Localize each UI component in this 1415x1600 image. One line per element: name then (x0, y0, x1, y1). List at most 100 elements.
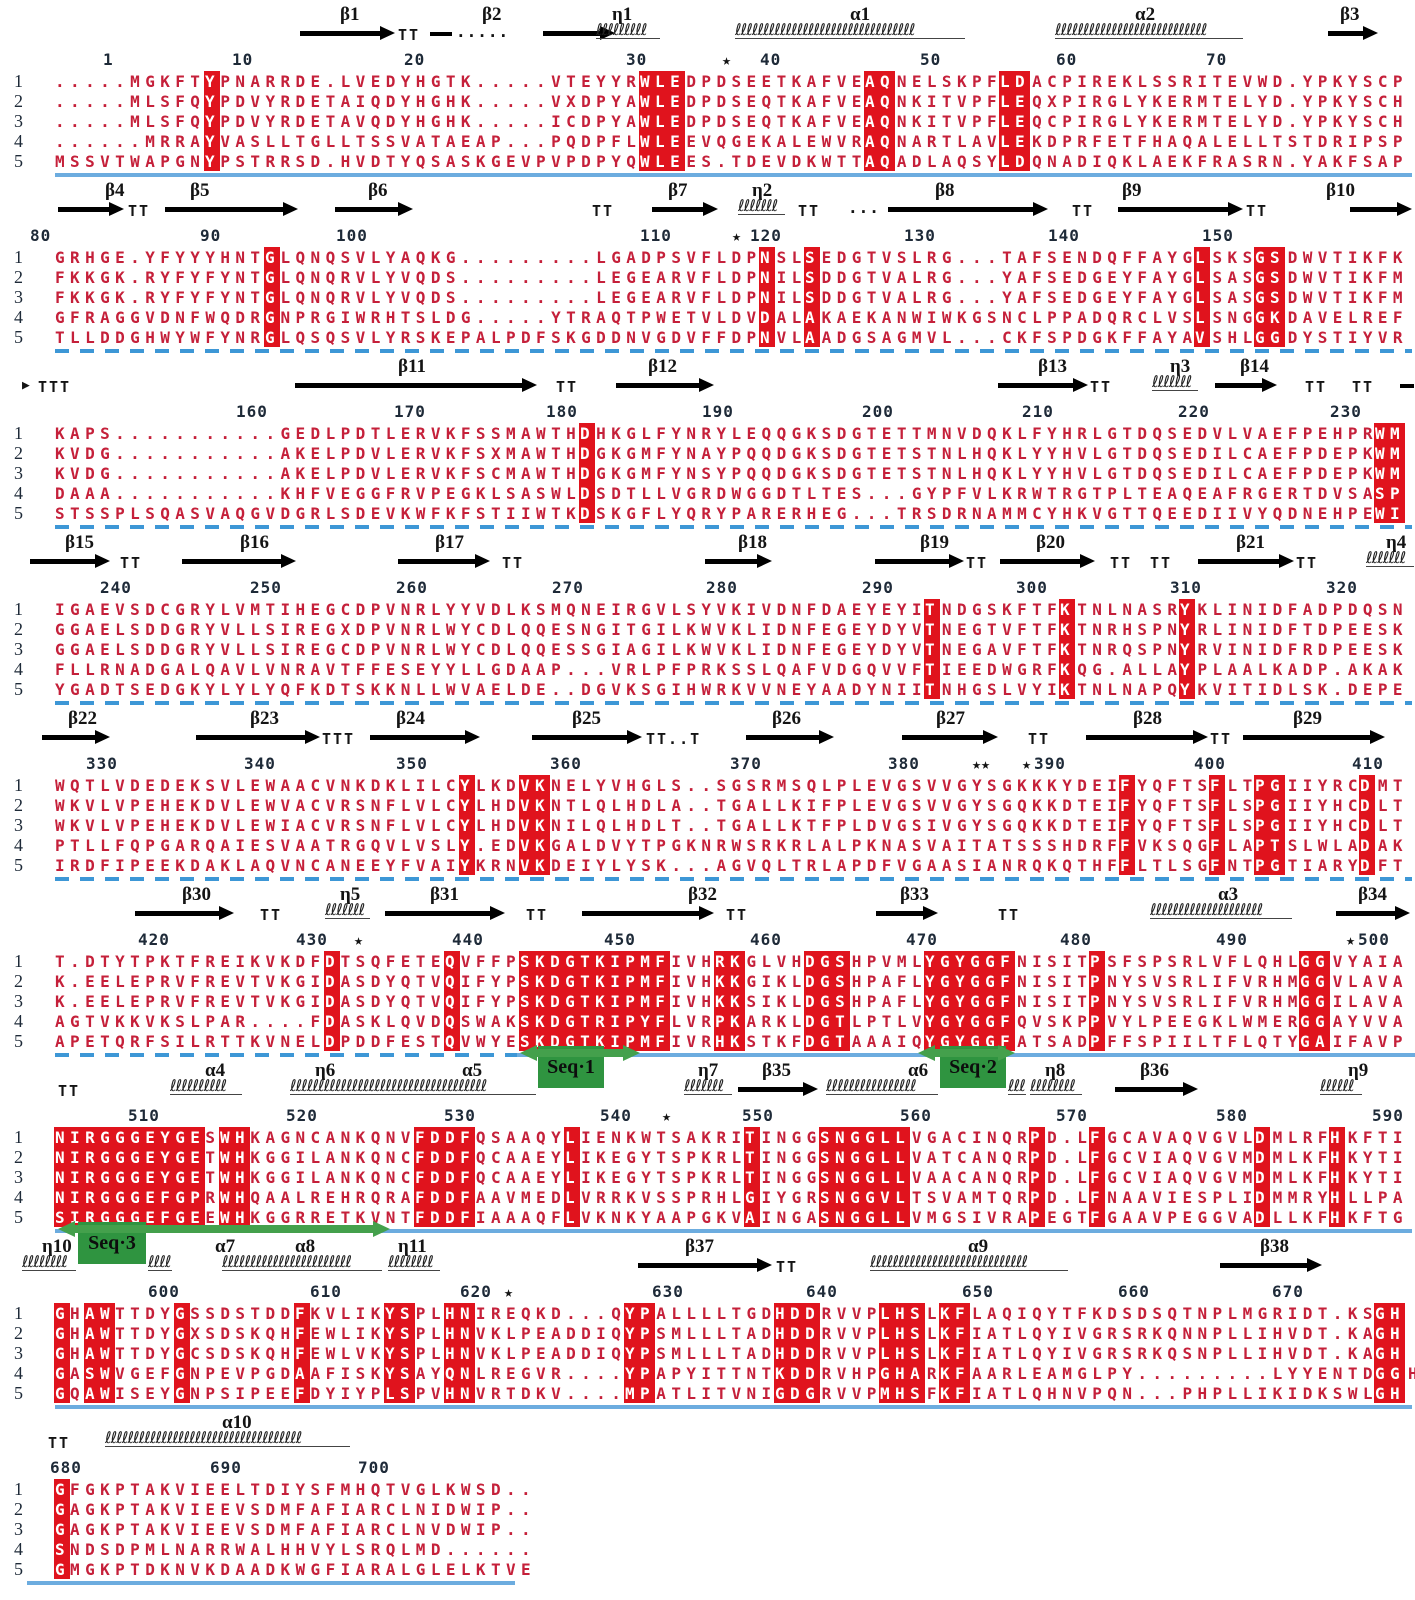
sequence-text: WKVLVPEHEKDVLEWIACVRSNFLVLC LHD NILQLHDL… (55, 816, 1408, 835)
conserved-residues: VK (520, 836, 551, 855)
conserved-column-band (939, 1303, 970, 1403)
beta-strand-arrowhead (1395, 906, 1410, 920)
sequence-row: 2 .....MLSFQ PDVYRDETAIQDYHGHK.....VXDPYA… (0, 91, 1415, 111)
sequence-row-label: 3 (14, 111, 23, 131)
ruler-number: 360 (550, 754, 582, 773)
ruler-number: 670 (1272, 1282, 1304, 1301)
conserved-column-band (414, 1127, 475, 1227)
sequence-row: 5 E KGGRRETKVNT IAAAQF VKNKYAAPGKV INGA … (0, 1207, 1415, 1227)
helix-coil: ℓℓℓℓℓℓℓℓℓℓℓℓℓℓℓℓℓℓℓℓℓℓℓℓℓℓℓℓ (870, 1253, 1068, 1271)
beta-strand-arrowhead (283, 202, 298, 216)
sequence-row: 1 .....MGKFT PNARRDE.LVEDYHGTK.....VTEYYR… (0, 71, 1415, 91)
conserved-column-band (54, 1303, 70, 1403)
sequence-row-label: 2 (14, 619, 23, 639)
conserved-residues: G (265, 248, 281, 267)
sequence-text: AGKPTAKVIEEVSDMFAFIARCLNVDWIP.. (55, 1520, 537, 1539)
conserved-residues: D (1255, 1148, 1271, 1167)
sequence-row: 3 T KGGILANKQNC QCAAEY IKEGYTSPKRL INGG … (0, 1167, 1415, 1187)
ruler-number: 620 (460, 1282, 492, 1301)
ss-label: α5 (462, 1060, 483, 1081)
ruler-star-icon: ★ (354, 931, 364, 949)
conserved-residues: G (265, 288, 281, 307)
conserved-residues: HDD (775, 1344, 821, 1363)
conserved-residues: F (1090, 1128, 1106, 1147)
conserved-residues: K (1060, 600, 1076, 619)
ruler-number: 80 (30, 226, 52, 245)
ss-label: β20 (1036, 532, 1066, 553)
beta-strand-arrow (738, 1087, 805, 1092)
block-separator (0, 699, 1415, 708)
sequence-row-label: 3 (14, 815, 23, 835)
ss-label: η8 (1045, 1060, 1066, 1081)
ruler-number: 490 (1216, 930, 1248, 949)
sequence-row: 1 IGAEVSDCGRYLVMTIHEGCDPVNRLYYVDLKSMQNEIR… (0, 599, 1415, 619)
conserved-residues: AW (85, 1324, 116, 1343)
sequence-text: APETQRFSILRTTKVNEL PDDFEST VWYE IVR STKF… (55, 1032, 1408, 1051)
conserved-residues: GS (1255, 248, 1286, 267)
green-seq-range-arrow (534, 1049, 626, 1057)
helix-coil: ℓℓℓℓℓℓℓℓℓℓℓℓℓℓℓℓℓℓℓℓℓℓℓℓℓℓℓℓℓℓℓℓ (735, 21, 965, 39)
strand-start-icon: ▶ (22, 378, 30, 393)
sequence-row-label: 1 (14, 775, 23, 795)
conserved-residues: A (295, 1364, 311, 1383)
sequence-text: T KGGILANKQNC QCAAEY IKEGYTSPKRL INGG VA… (55, 1148, 1408, 1167)
ss-label: β38 (1260, 1236, 1290, 1257)
ruler-number: 700 (358, 1458, 390, 1477)
conserved-column-band (1209, 775, 1225, 875)
ruler-number: 590 (1372, 1106, 1404, 1125)
conserved-residues: YS (385, 1324, 416, 1343)
conserved-residues: G (745, 1188, 761, 1207)
beta-strand-arrowhead (380, 26, 395, 40)
ruler-number: 690 (210, 1458, 242, 1477)
residue-ruler: 600 610 620 ★ 630 640 650 660 670 (0, 1282, 1415, 1303)
conserved-residues: Y (460, 796, 476, 815)
sequence-rows: 1 KAPS...........GEDLPDTLERVKFSSMAWTH HKG… (0, 423, 1415, 523)
sequence-row: 5 YGADTSEDGKYLYLYQFKDTSKKNLLWVAELDE..DGVK… (0, 679, 1415, 699)
conserved-column-band (1119, 775, 1135, 875)
ruler-number: 20 (404, 50, 426, 69)
beta-strand-arrowhead (219, 906, 234, 920)
ss-label: β11 (398, 356, 426, 377)
sequence-row-label: 4 (14, 131, 23, 151)
block-separator (0, 1051, 1415, 1060)
helix-coil: ℓℓℓℓℓℓ (1320, 1077, 1362, 1095)
beta-strand-arrow (30, 559, 97, 564)
beta-strand-arrow (888, 207, 1035, 212)
ss-label: β27 (936, 708, 966, 729)
ruler-number: 420 (138, 930, 170, 949)
separator-line (27, 1581, 515, 1585)
conserved-residues: Y (205, 92, 221, 111)
turn-tt-label: TTT (38, 378, 72, 396)
helix-coil: ℓℓℓℓℓℓℓℓℓℓℓℓℓℓℓℓℓℓℓℓ (1150, 901, 1292, 919)
sequence-row-label: 4 (14, 1011, 23, 1031)
conserved-residues: DGT (805, 1012, 851, 1031)
conserved-residues: K (1060, 680, 1076, 699)
ss-label: η4 (1386, 532, 1407, 553)
ss-label: α4 (205, 1060, 226, 1081)
ruler-number: 250 (250, 578, 282, 597)
conserved-residues: GG (1255, 328, 1286, 347)
separator-dashed-line (55, 701, 1412, 705)
conserved-residues: Y (1180, 600, 1196, 619)
conserved-residues: F (1120, 776, 1136, 795)
ss-label: β26 (772, 708, 802, 729)
conserved-residues: D (325, 992, 341, 1011)
conserved-residues: HN (445, 1304, 476, 1323)
block-separator (0, 523, 1415, 532)
sequence-row-label: 4 (14, 1539, 23, 1559)
block-separator (0, 171, 1415, 180)
conserved-residues: P (1030, 1188, 1046, 1207)
ss-label: β2 (482, 4, 502, 25)
sequence-text: H TTDY SSDSTDD KVLIK PL IREQKD...Q ALLLL… (55, 1304, 1408, 1323)
conserved-residues: A (745, 1208, 761, 1227)
turn-tt-label: TT (398, 26, 421, 44)
sequence-row: 3 H TTDY CSDSKQH EWLVK PL VKLPEADDIQ SML… (0, 1343, 1415, 1363)
block-separator (0, 347, 1415, 356)
sequence-text: KVDG...........AKELPDVLERVKFSXMAWTH GKGM… (55, 444, 1408, 463)
sequence-row: 4 GFRAGGVDNFWQDR NPRGIWRHTSLDG.....YTRAQT… (0, 307, 1415, 327)
conserved-residues: WM (1375, 444, 1406, 463)
conserved-residues: DGT (805, 1032, 851, 1051)
turn-tt-label: TTT (322, 730, 356, 748)
ss-label: β21 (1236, 532, 1266, 553)
ss-label: α7 (215, 1236, 236, 1257)
